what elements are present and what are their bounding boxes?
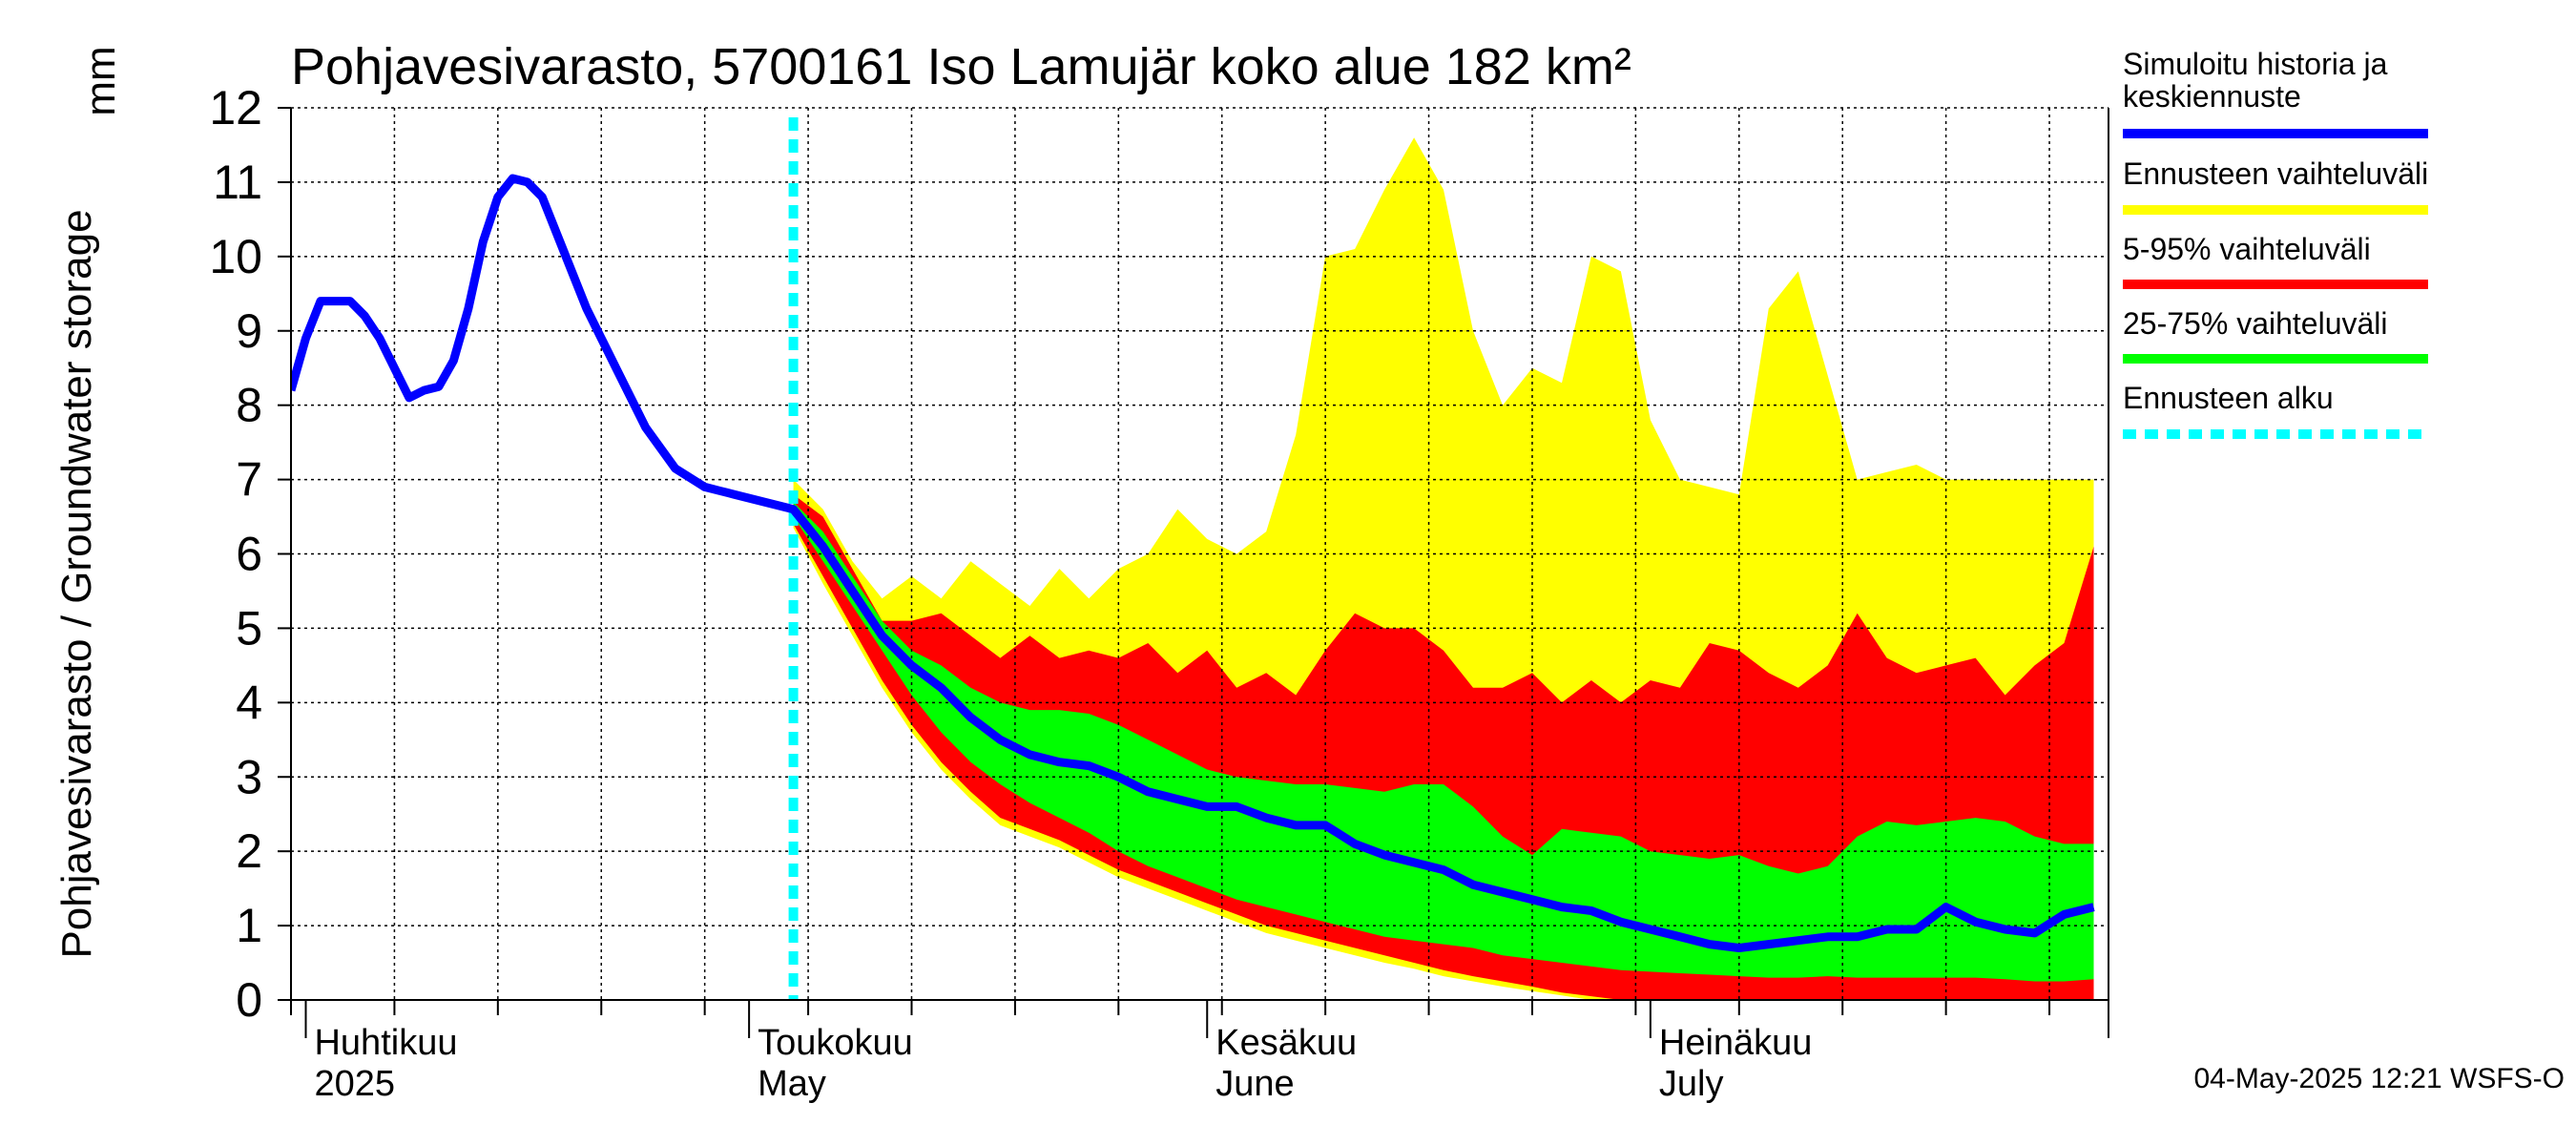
month-label-fi: Heinäkuu — [1659, 1023, 1813, 1063]
y-axis-label: Pohjavesivarasto / Groundwater storage — [53, 209, 100, 958]
legend-label: keskiennuste — [2123, 79, 2301, 114]
chart-title: Pohjavesivarasto, 5700161 Iso Lamujär ko… — [291, 38, 1631, 95]
y-tick-label: 8 — [236, 379, 262, 432]
month-label-en: 2025 — [314, 1064, 395, 1104]
y-tick-label: 5 — [236, 601, 262, 655]
month-label-en: July — [1659, 1064, 1724, 1104]
y-tick-label: 10 — [209, 230, 262, 283]
y-tick-label: 0 — [236, 973, 262, 1027]
legend-label: 25-75% vaihteluväli — [2123, 306, 2388, 341]
series-line-median — [291, 174, 2095, 952]
legend-label: Ennusteen vaihteluväli — [2123, 156, 2428, 191]
month-label-en: May — [758, 1064, 826, 1104]
y-tick-label: 12 — [209, 81, 262, 135]
y-tick-label: 3 — [236, 750, 262, 803]
y-tick-label: 6 — [236, 528, 262, 581]
y-tick-label: 2 — [236, 824, 262, 878]
legend-label: Simuloitu historia ja — [2123, 47, 2388, 81]
month-label-fi: Kesäkuu — [1215, 1023, 1357, 1063]
y-tick-label: 9 — [236, 304, 262, 358]
band-25-75 — [793, 502, 2094, 982]
y-tick-label: 4 — [236, 676, 262, 729]
month-label-fi: Huhtikuu — [314, 1023, 457, 1063]
axes: 0123456789101112Huhtikuu2025ToukokuuMayK… — [209, 81, 2109, 1104]
y-tick-label: 7 — [236, 453, 262, 507]
y-tick-label: 1 — [236, 899, 262, 952]
y-tick-label: 11 — [213, 156, 262, 209]
legend-label: 5-95% vaihteluväli — [2123, 232, 2371, 266]
y-axis-unit: mm — [77, 46, 124, 115]
month-label-en: June — [1215, 1064, 1294, 1104]
month-label-fi: Toukokuu — [758, 1023, 913, 1063]
plot-area — [290, 107, 2109, 1001]
footer-timestamp: 04-May-2025 12:21 WSFS-O — [2194, 1063, 2566, 1094]
legend-label: Ennusteen alku — [2123, 381, 2334, 415]
